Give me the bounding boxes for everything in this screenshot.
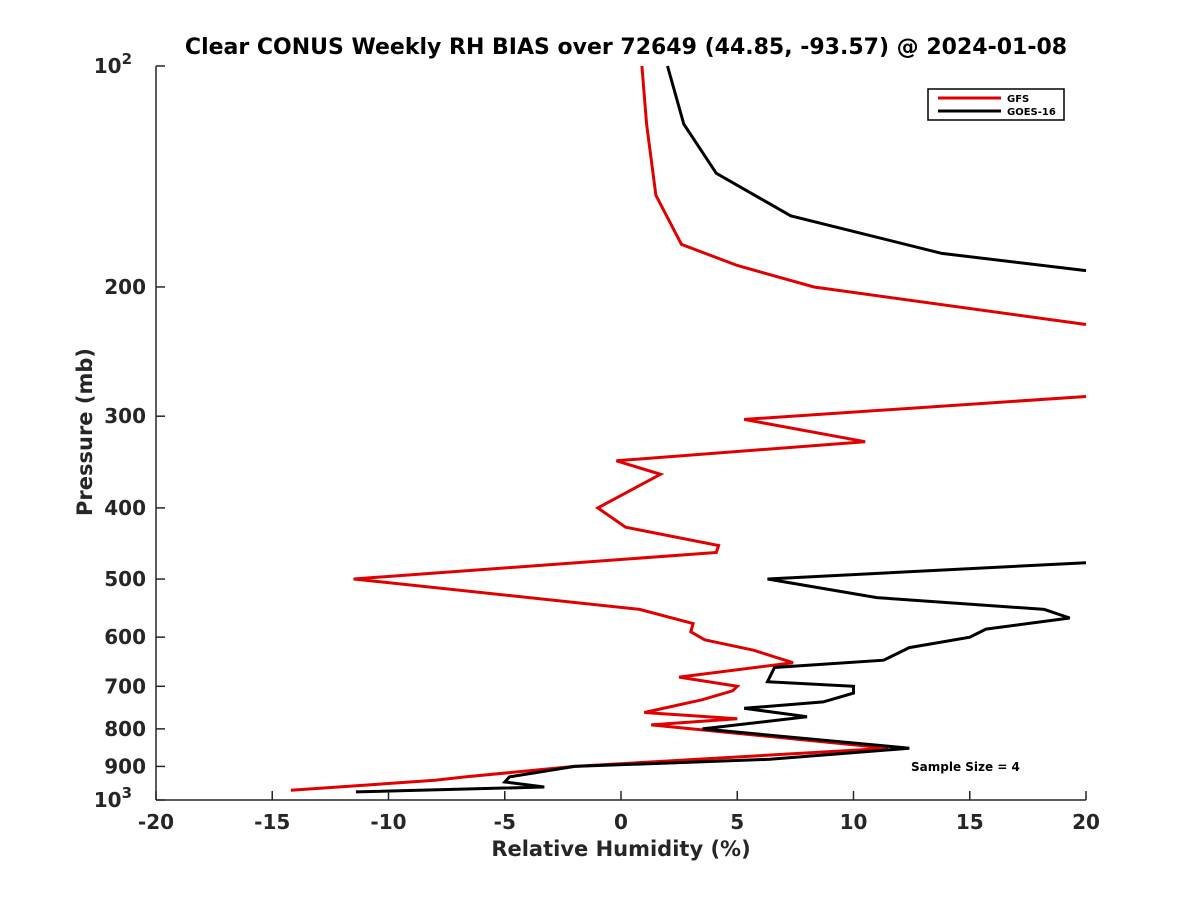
x-tick-label: 15: [956, 810, 984, 834]
chart-title: Clear CONUS Weekly RH BIAS over 72649 (4…: [185, 35, 1067, 60]
y-tick-label: 700: [104, 674, 146, 698]
y-tick-label: 800: [104, 717, 146, 741]
x-tick-label: -20: [138, 810, 174, 834]
x-axis-ticks: -20 -15 -10 -5 0 5 10 15 20: [138, 791, 1100, 834]
y-axis-label: Pressure (mb): [73, 348, 97, 516]
x-axis-label: Relative Humidity (%): [491, 837, 750, 861]
legend: GFS GOES-16: [927, 88, 1065, 121]
series-line-gfs-seg0: [640, 65, 1087, 326]
y-tick-label: 600: [104, 625, 146, 649]
series-layer: [290, 65, 1087, 794]
y-tick-label: 103: [94, 784, 132, 812]
y-tick-label: 400: [104, 496, 146, 520]
y-tick-label: 300: [104, 404, 146, 428]
x-tick-label: -5: [494, 810, 516, 834]
x-tick-label: -10: [370, 810, 406, 834]
x-tick-label: 0: [614, 810, 628, 834]
legend-entry-label: GOES-16: [1007, 107, 1056, 118]
x-tick-label: -15: [254, 810, 290, 834]
y-tick-label: 102: [94, 50, 132, 78]
series-line-goes-16-seg1: [355, 561, 1087, 794]
legend-box: [927, 88, 1065, 121]
legend-entry-label: GFS: [1007, 94, 1029, 105]
y-tick-label: 900: [104, 754, 146, 778]
plot-area: [156, 66, 1086, 800]
y-tick-label: 500: [104, 567, 146, 591]
sample-size-annotation: Sample Size = 4: [911, 760, 1020, 774]
series-line-goes-16-seg0: [666, 65, 1087, 273]
y-tick-label: 200: [104, 275, 146, 299]
x-tick-label: 20: [1072, 810, 1100, 834]
y-axis-ticks: 102 200 300 400 500 600 700 800 900 103: [94, 50, 165, 812]
x-tick-label: 10: [840, 810, 868, 834]
x-tick-label: 5: [730, 810, 744, 834]
